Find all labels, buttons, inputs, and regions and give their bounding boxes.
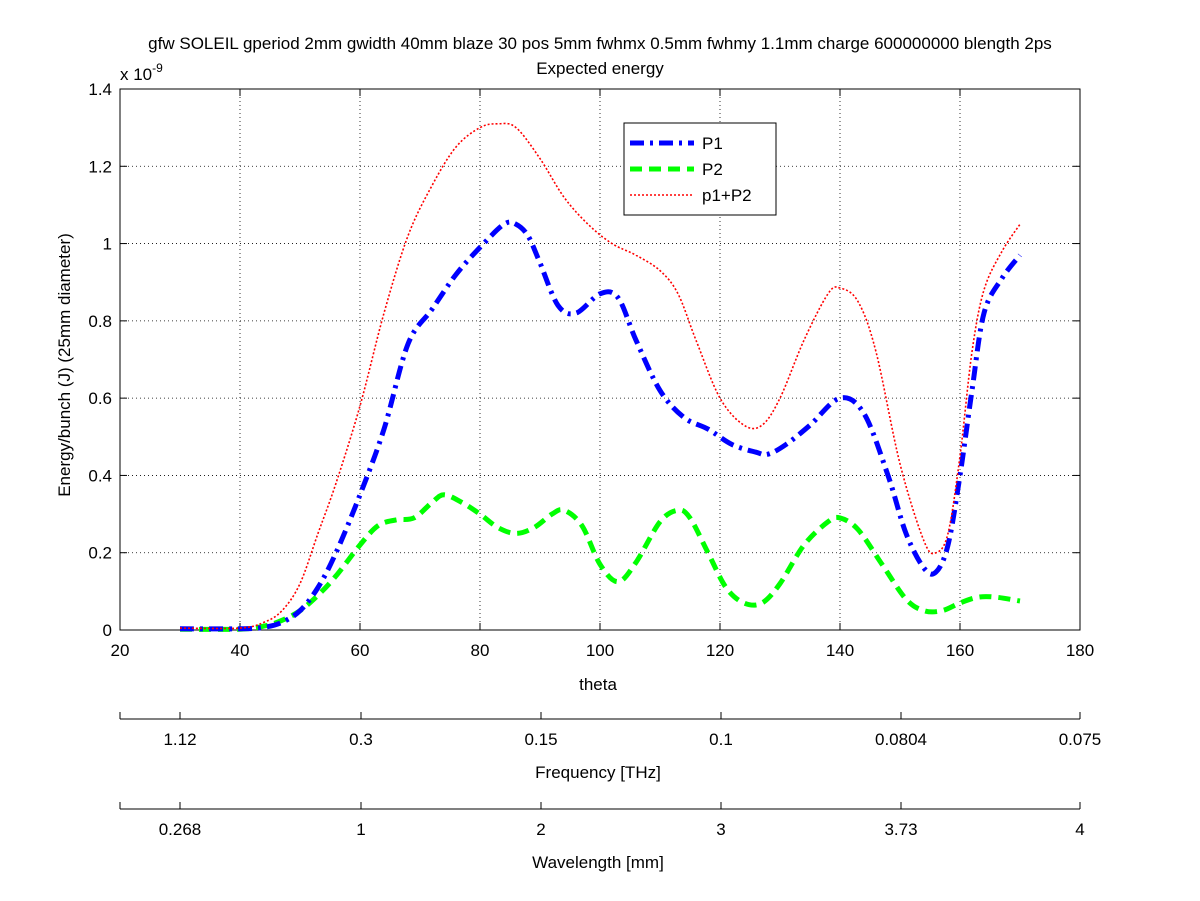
x-axis-label: theta [579,675,617,694]
y-exponent-base: x 10 [120,65,152,84]
plot-background [120,89,1080,630]
y-tick-label: 0.8 [88,312,112,331]
secondary-tick-label: 1.12 [163,730,196,749]
y-axis-label: Energy/bunch (J) (25mm diameter) [55,233,74,497]
y-tick-label: 0.2 [88,544,112,563]
y-tick-label: 0 [103,621,112,640]
x-tick-label: 40 [231,641,250,660]
y-exponent-label: x 10-9 [120,61,163,84]
x-tick-label: 160 [946,641,974,660]
secondary-tick-label: 0.0804 [875,730,927,749]
secondary-tick-label: 0.075 [1059,730,1102,749]
x-tick-label: 100 [586,641,614,660]
secondary-axis-frequency: 1.12 0.3 0.15 0.1 0.0804 0.075 [119,712,1102,749]
secondary-tick-label: 1 [356,820,365,839]
x-tick-label: 20 [111,641,130,660]
x-tick-label: 140 [826,641,854,660]
series-line-p1-p2 [179,122,1021,630]
series-line-p2 [179,492,1021,632]
x-tick-label: 60 [351,641,370,660]
secondary-tick-label: 3.73 [884,820,917,839]
chart-title-line1: gfw SOLEIL gperiod 2mm gwidth 40mm blaze… [148,34,1052,53]
secondary-tick-label: 3 [716,820,725,839]
y-tick-label: 1.4 [88,80,112,99]
secondary-tick-label: 0.15 [524,730,557,749]
secondary-tick-label: 0.268 [159,820,202,839]
plot-area: 20 40 60 80 100 120 140 160 180 0 0.2 0.4 0.6 0.8 1 1.2… [88,80,1094,660]
legend-entry: P2 [702,160,723,179]
legend-box [623,122,777,216]
legend-entry: p1+P2 [702,186,752,205]
y-tick-label: 1.2 [88,157,112,176]
legend-entry: P1 [702,134,723,153]
x-tick-label: 120 [706,641,734,660]
x-tick-label: 80 [471,641,490,660]
y-tick-label: 1 [103,235,112,254]
chart-title-line2: Expected energy [536,59,664,78]
secondary-axis-wavelength: 0.268 1 2 3 3.73 4 [119,802,1085,839]
plot-frame [119,88,1081,631]
y-tick-label: 0.4 [88,466,112,485]
x-tick-label: 180 [1066,641,1094,660]
y-exponent-power: -9 [152,61,163,75]
secondary-tick-label: 2 [536,820,545,839]
legend: P1 P2 p1+P2 [623,122,777,216]
secondary-tick-label: 4 [1075,820,1084,839]
frequency-axis-label: Frequency [THz] [535,763,661,782]
wavelength-axis-label: Wavelength [mm] [532,853,664,872]
y-tick-label: 0.6 [88,389,112,408]
secondary-tick-label: 0.3 [349,730,373,749]
secondary-tick-label: 0.1 [709,730,733,749]
